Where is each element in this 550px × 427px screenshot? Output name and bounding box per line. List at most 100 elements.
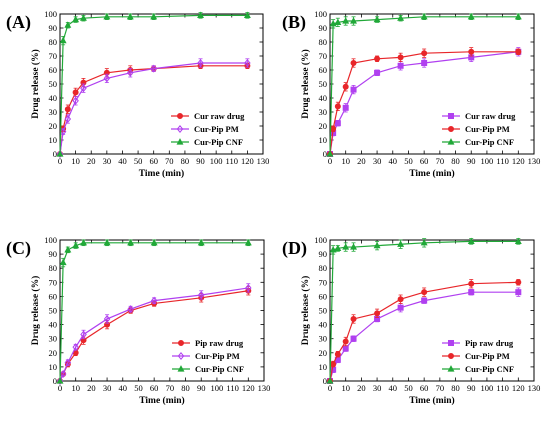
series-line xyxy=(59,242,249,382)
y-tick-label: 90 xyxy=(49,249,58,259)
data-point xyxy=(330,361,337,368)
data-point xyxy=(421,289,428,296)
y-tick-label: 0 xyxy=(53,376,57,386)
data-point xyxy=(397,54,404,61)
y-tick-label: 70 xyxy=(49,277,58,287)
x-tick-label: 30 xyxy=(373,383,382,393)
y-tick-label: 0 xyxy=(323,376,327,386)
data-point xyxy=(245,283,252,292)
legend-label: Cur-Pip CNF xyxy=(194,137,243,147)
x-tick-label: 120 xyxy=(242,383,255,393)
data-point xyxy=(330,125,337,132)
y-tick-label: 90 xyxy=(319,23,328,33)
x-tick-label: 20 xyxy=(87,156,96,166)
series-2 xyxy=(326,237,522,384)
x-tick-label: 80 xyxy=(451,383,460,393)
data-point xyxy=(64,246,72,253)
data-point xyxy=(420,12,428,20)
data-point xyxy=(334,103,341,110)
y-tick-label: 0 xyxy=(323,149,327,159)
data-point xyxy=(515,289,522,296)
data-point xyxy=(326,150,334,157)
x-tick-label: 110 xyxy=(226,156,238,166)
y-tick-label: 50 xyxy=(49,79,58,89)
legend-label: Cur-Pip CNF xyxy=(465,137,514,147)
series-2 xyxy=(56,238,252,384)
x-tick-label: 110 xyxy=(496,383,508,393)
x-tick-label: 70 xyxy=(165,156,174,166)
panel-label: (A) xyxy=(6,12,31,33)
data-point xyxy=(420,238,428,246)
data-point xyxy=(150,12,158,20)
series-1 xyxy=(56,283,252,385)
y-tick-label: 20 xyxy=(319,348,328,358)
x-tick-label: 20 xyxy=(87,383,96,393)
data-point xyxy=(103,12,111,20)
legend: Cur raw drug Cur-Pip PM Cur-Pip CNF xyxy=(442,111,516,147)
y-tick-label: 40 xyxy=(319,93,328,103)
y-tick-label: 50 xyxy=(319,306,328,316)
y-tick-label: 80 xyxy=(49,37,58,47)
y-tick-label: 70 xyxy=(319,51,328,61)
data-point xyxy=(374,55,381,62)
x-tick-label: 30 xyxy=(103,156,112,166)
data-point xyxy=(397,62,404,69)
x-tick-label: 90 xyxy=(196,156,205,166)
x-tick-label: 50 xyxy=(134,383,143,393)
x-tick-label: 120 xyxy=(512,383,525,393)
y-tick-label: 70 xyxy=(49,51,58,61)
data-point xyxy=(80,330,87,339)
legend-marker xyxy=(447,138,455,145)
x-tick-label: 40 xyxy=(118,156,127,166)
legend-marker xyxy=(177,352,185,360)
x-tick-label: 20 xyxy=(357,383,366,393)
data-point xyxy=(80,84,87,93)
data-point xyxy=(64,106,71,113)
y-tick-label: 60 xyxy=(319,291,328,301)
y-tick-label: 70 xyxy=(319,277,328,287)
legend-label: Cur-Pip CNF xyxy=(465,364,514,374)
x-axis-label: Time (min) xyxy=(409,168,454,179)
data-point xyxy=(150,64,157,73)
chart-panel-d: 0 10 20 30 40 50 60 70 80 90 100 110 120 130010203040… xyxy=(282,235,540,406)
x-tick-label: 90 xyxy=(197,383,206,393)
y-tick-label: 20 xyxy=(49,348,58,358)
data-point xyxy=(397,240,405,247)
panel-label: (C) xyxy=(6,238,31,259)
data-point xyxy=(342,104,349,111)
data-point xyxy=(514,237,522,245)
legend: Pip raw drug Cur-Pip PM Cur-Pip CNF xyxy=(442,338,514,374)
legend-marker xyxy=(447,365,455,372)
x-axis-label: Time (min) xyxy=(139,168,184,179)
data-point xyxy=(468,280,475,287)
y-tick-label: 10 xyxy=(319,135,328,145)
data-point xyxy=(334,351,341,358)
y-tick-label: 40 xyxy=(49,93,58,103)
chart-panel-c: 0 10 20 30 40 50 60 70 80 90 100 110 120 130010203040… xyxy=(6,235,270,406)
x-tick-label: 30 xyxy=(373,156,382,166)
y-tick-label: 80 xyxy=(319,263,328,273)
x-tick-label: 50 xyxy=(404,383,413,393)
y-tick-label: 10 xyxy=(49,135,58,145)
legend-marker xyxy=(447,352,454,359)
data-point xyxy=(64,115,72,123)
y-tick-label: 100 xyxy=(44,235,57,245)
legend: Pip raw drug Cur-Pip PM Cur-Pip CNF xyxy=(172,338,244,374)
x-axis-label: Time (min) xyxy=(139,395,184,406)
y-tick-label: 30 xyxy=(49,334,58,344)
legend-marker xyxy=(176,113,183,120)
y-tick-label: 20 xyxy=(49,121,58,131)
y-tick-label: 30 xyxy=(49,107,58,117)
data-point xyxy=(64,358,72,367)
data-point xyxy=(334,120,341,127)
data-point xyxy=(150,296,158,305)
data-point xyxy=(150,238,158,246)
legend-label: Cur-Pip CNF xyxy=(195,364,244,374)
legend-label: Cur-Pip PM xyxy=(195,351,240,361)
data-point xyxy=(72,343,79,352)
x-tick-label: 90 xyxy=(467,156,476,166)
chart-panel-b: 0 10 20 30 40 50 60 70 80 90 100 110 120 130010203040… xyxy=(282,9,540,179)
data-point xyxy=(374,310,381,317)
data-point xyxy=(373,241,381,249)
